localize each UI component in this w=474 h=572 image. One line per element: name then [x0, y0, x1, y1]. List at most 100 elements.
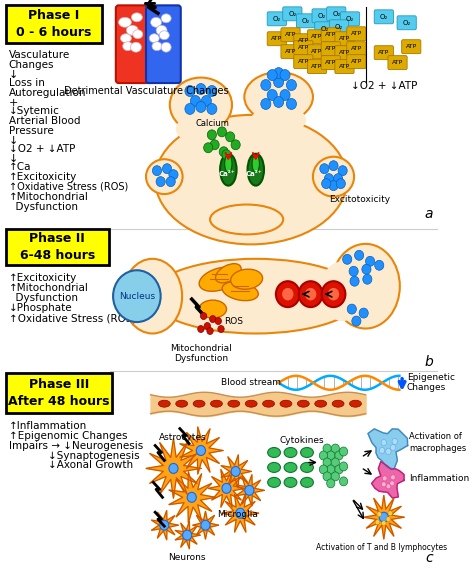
Circle shape: [335, 451, 343, 460]
Circle shape: [236, 509, 245, 518]
Circle shape: [169, 170, 178, 180]
Circle shape: [273, 77, 283, 88]
Circle shape: [187, 492, 196, 502]
Ellipse shape: [176, 400, 188, 407]
Circle shape: [218, 127, 227, 137]
Circle shape: [207, 86, 217, 97]
Text: Autoregulation: Autoregulation: [9, 88, 86, 98]
Text: ATP: ATP: [325, 32, 337, 37]
FancyBboxPatch shape: [116, 5, 153, 83]
FancyBboxPatch shape: [283, 7, 302, 21]
Polygon shape: [208, 470, 245, 507]
Text: ↓Synaptogenesis: ↓Synaptogenesis: [9, 451, 139, 460]
Text: b: b: [424, 355, 433, 369]
Ellipse shape: [284, 462, 297, 472]
Text: c: c: [426, 551, 433, 565]
Circle shape: [349, 267, 358, 276]
Ellipse shape: [244, 72, 313, 122]
Polygon shape: [364, 495, 404, 539]
Text: Pressure: Pressure: [9, 126, 54, 136]
Ellipse shape: [301, 447, 313, 458]
Circle shape: [334, 174, 343, 184]
Ellipse shape: [222, 281, 258, 301]
Circle shape: [336, 178, 346, 189]
Circle shape: [191, 96, 201, 106]
Ellipse shape: [247, 154, 264, 185]
Circle shape: [355, 251, 364, 260]
Text: Calcium: Calcium: [196, 120, 230, 128]
Text: Dysfunction: Dysfunction: [9, 293, 78, 303]
Text: Activation of
macrophages: Activation of macrophages: [410, 432, 467, 452]
Circle shape: [267, 89, 277, 101]
Circle shape: [282, 287, 294, 301]
Text: Arterial Blood: Arterial Blood: [9, 116, 80, 126]
Circle shape: [323, 458, 331, 467]
FancyBboxPatch shape: [312, 9, 331, 23]
Circle shape: [324, 174, 334, 184]
Text: a: a: [425, 208, 433, 221]
Text: ATP: ATP: [325, 60, 337, 65]
Ellipse shape: [199, 300, 227, 318]
Ellipse shape: [156, 25, 167, 35]
FancyBboxPatch shape: [294, 34, 313, 47]
Text: O₂: O₂: [288, 11, 296, 17]
Polygon shape: [175, 522, 200, 549]
FancyBboxPatch shape: [335, 32, 354, 46]
Circle shape: [331, 444, 339, 453]
Ellipse shape: [158, 400, 170, 407]
Circle shape: [390, 444, 396, 451]
FancyBboxPatch shape: [267, 12, 286, 26]
Ellipse shape: [268, 462, 281, 472]
Circle shape: [323, 444, 331, 453]
FancyBboxPatch shape: [347, 42, 366, 55]
Circle shape: [207, 104, 217, 114]
Circle shape: [347, 304, 356, 314]
Text: ↓O2 + ↓ATP: ↓O2 + ↓ATP: [351, 81, 417, 91]
Circle shape: [383, 476, 387, 481]
FancyBboxPatch shape: [340, 12, 360, 26]
Ellipse shape: [118, 17, 131, 27]
Text: ↑Oxidative Stress (ROS): ↑Oxidative Stress (ROS): [9, 313, 137, 323]
Ellipse shape: [176, 114, 226, 144]
Ellipse shape: [120, 34, 131, 43]
Ellipse shape: [170, 78, 232, 132]
Circle shape: [388, 511, 392, 516]
Circle shape: [185, 86, 195, 97]
FancyBboxPatch shape: [327, 7, 346, 21]
Circle shape: [350, 276, 359, 286]
Text: ATP: ATP: [325, 46, 337, 51]
FancyBboxPatch shape: [267, 32, 286, 46]
Text: ↑Mitochondrial: ↑Mitochondrial: [9, 192, 89, 201]
Text: O₂: O₂: [318, 13, 326, 19]
Text: +: +: [9, 98, 18, 108]
Text: Cytokines: Cytokines: [279, 436, 324, 445]
Text: ATP: ATP: [339, 64, 350, 69]
Circle shape: [375, 520, 380, 525]
Ellipse shape: [284, 447, 297, 458]
Circle shape: [222, 483, 231, 493]
Circle shape: [210, 316, 216, 323]
FancyBboxPatch shape: [6, 373, 112, 412]
Text: O₂: O₂: [302, 18, 310, 24]
FancyBboxPatch shape: [347, 27, 366, 41]
Circle shape: [327, 287, 340, 301]
Circle shape: [339, 462, 348, 471]
Circle shape: [280, 89, 290, 101]
Circle shape: [207, 328, 213, 335]
Circle shape: [304, 287, 317, 301]
Circle shape: [231, 466, 240, 476]
Circle shape: [339, 477, 348, 486]
Ellipse shape: [123, 259, 182, 333]
Circle shape: [362, 264, 371, 274]
Circle shape: [323, 472, 331, 481]
Polygon shape: [236, 475, 264, 506]
FancyBboxPatch shape: [294, 55, 313, 69]
Text: ↓: ↓: [9, 70, 18, 80]
Text: Changes: Changes: [9, 60, 55, 70]
Text: ↓O2 + ↓ATP: ↓O2 + ↓ATP: [9, 144, 75, 154]
Circle shape: [386, 517, 391, 522]
Ellipse shape: [252, 155, 259, 173]
Circle shape: [196, 84, 206, 94]
Ellipse shape: [161, 14, 171, 23]
Circle shape: [231, 140, 240, 150]
